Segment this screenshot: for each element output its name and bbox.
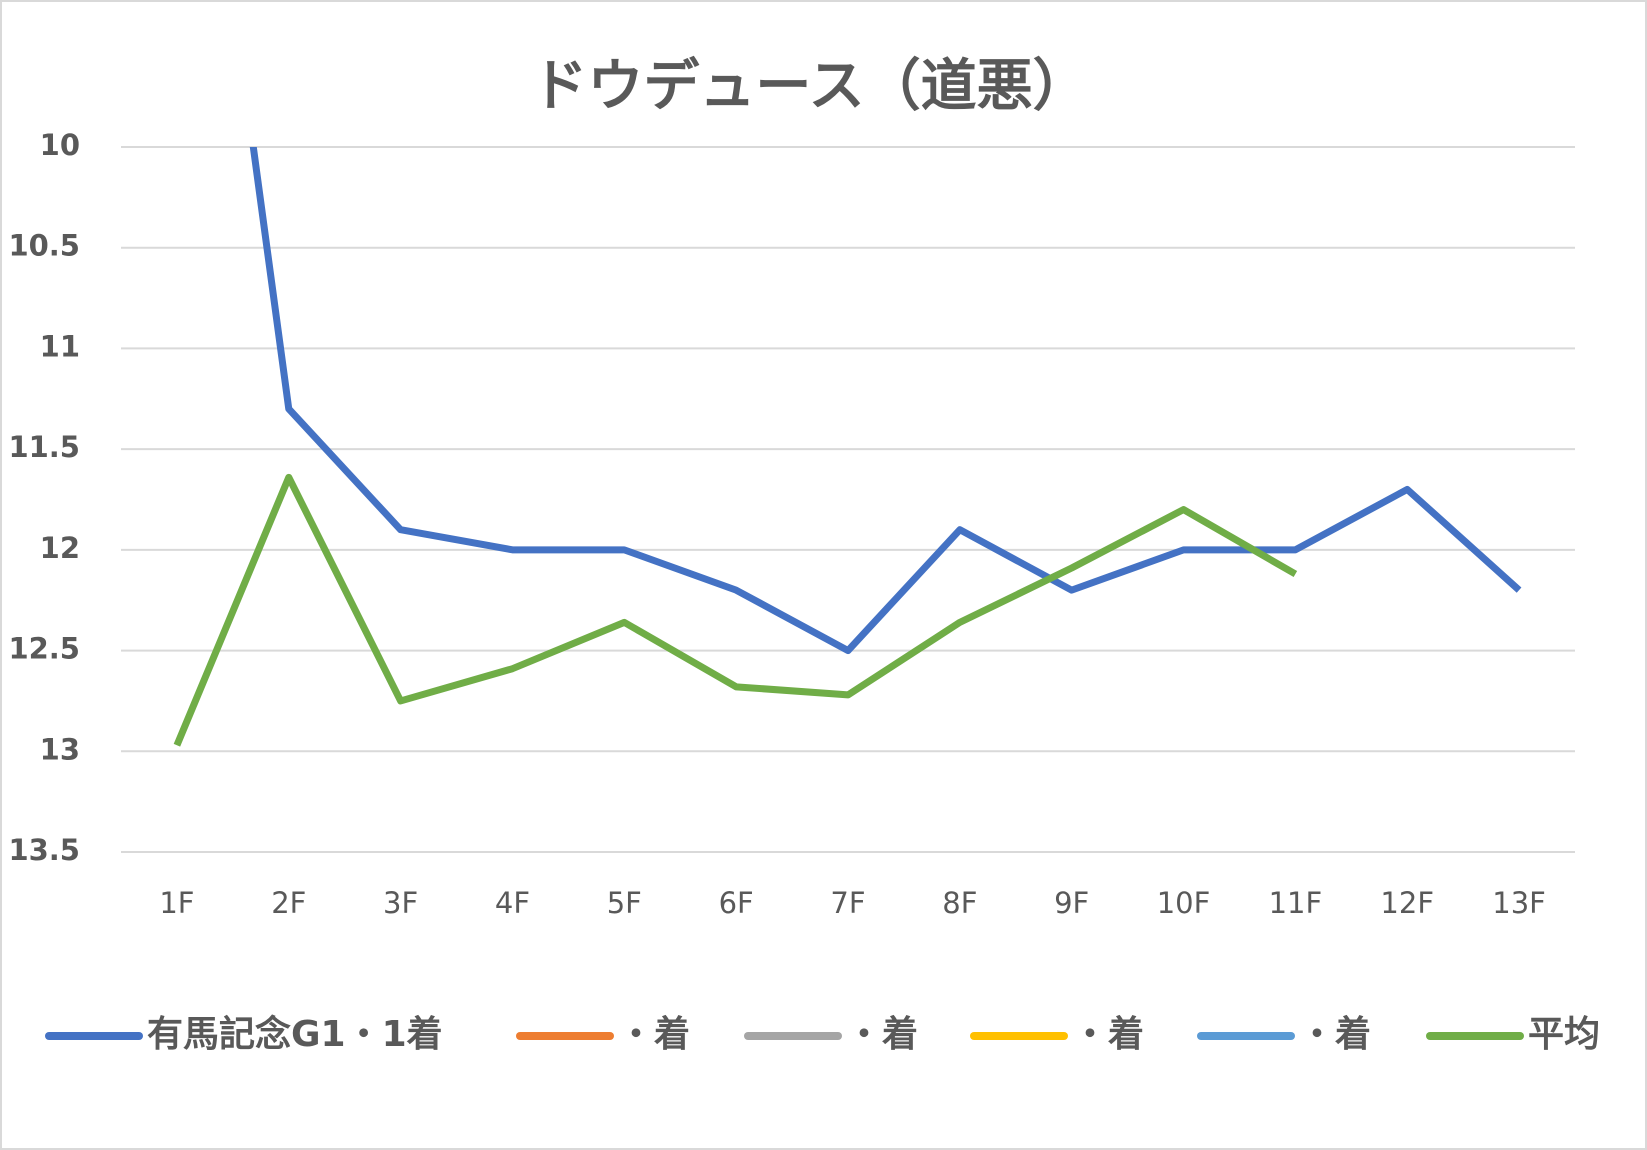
data-line — [249, 147, 1522, 655]
legend-label: ・着 — [1072, 1014, 1144, 1055]
chart-title: ドウデュース（道悪） — [531, 54, 1088, 119]
x-tick-label: 7F — [830, 886, 865, 920]
y-tick-label: 10.5 — [8, 229, 80, 263]
legend-label: 平均 — [1528, 1014, 1600, 1055]
x-tick-label: 4F — [495, 886, 530, 920]
x-tick-label: 12F — [1380, 886, 1434, 920]
y-tick-label: 11 — [40, 329, 80, 363]
x-tick-label: 8F — [942, 886, 977, 920]
y-tick-label: 12 — [40, 531, 80, 565]
y-tick-label: 10 — [40, 128, 80, 162]
y-tick-label: 13.5 — [8, 833, 80, 867]
legend-label: ・着 — [1299, 1014, 1371, 1055]
x-tick-label: 5F — [607, 886, 642, 920]
data-line — [173, 473, 1298, 747]
y-tick-label: 11.5 — [8, 430, 80, 464]
x-tick-label: 10F — [1157, 886, 1211, 920]
legend-label: ・着 — [846, 1014, 918, 1055]
x-tick-label: 2F — [271, 886, 306, 920]
y-tick-label: 13 — [40, 732, 80, 766]
y-tick-label: 12.5 — [8, 632, 80, 666]
x-tick-label: 11F — [1269, 886, 1323, 920]
x-tick-label: 3F — [383, 886, 418, 920]
legend-label: 有馬記念G1・1着 — [147, 1013, 443, 1055]
x-tick-label: 1F — [159, 886, 194, 920]
x-tick-label: 6F — [719, 886, 754, 920]
x-tick-label: 9F — [1054, 886, 1089, 920]
x-tick-label: 13F — [1492, 886, 1546, 920]
legend-label: ・着 — [618, 1014, 690, 1055]
